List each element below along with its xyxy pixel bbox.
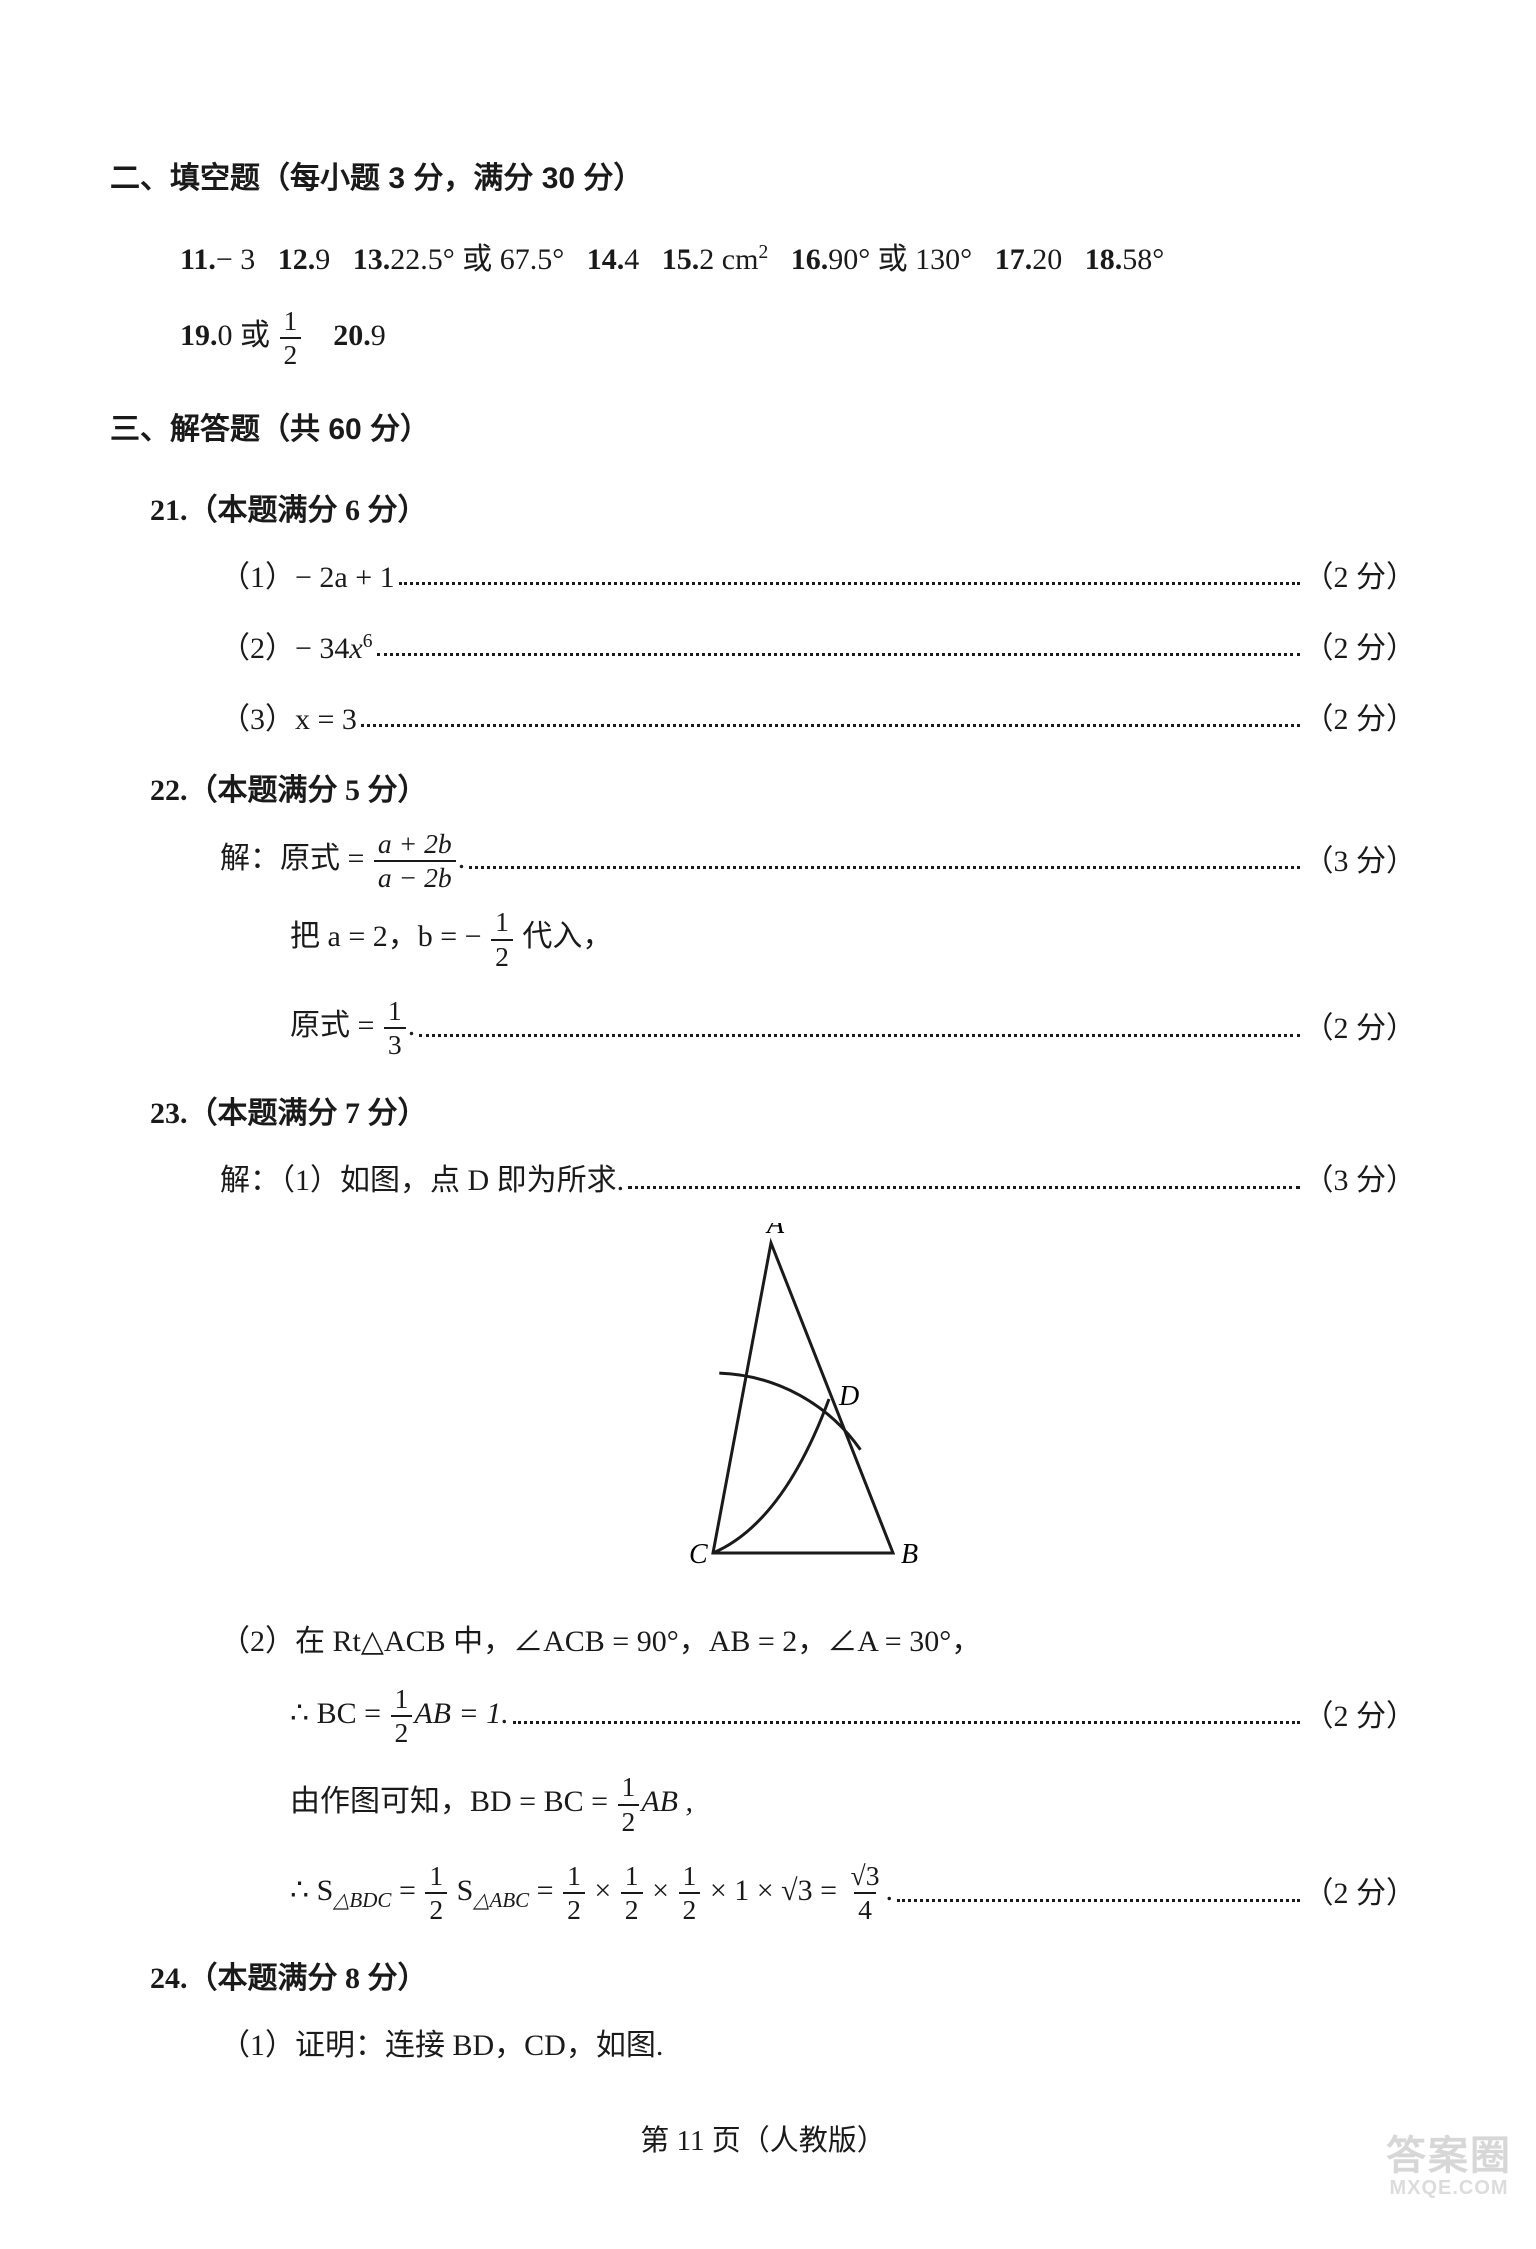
dotted-leader: [399, 569, 1300, 586]
svg-text:D: D: [838, 1381, 859, 1412]
fraction: 12: [679, 1861, 701, 1926]
problem-21: 21.（本题满分 6 分） （1）− 2a + 1 （2 分） （2）− 34x…: [110, 482, 1416, 748]
p23-line-3: ∴ BC = 1 2 AB = 1. （2 分）: [150, 1684, 1416, 1749]
problem-23: 23.（本题满分 7 分） 解：（1）如图，点 D 即为所求. （3 分） A B…: [110, 1085, 1416, 1926]
svg-text:B: B: [901, 1539, 918, 1570]
p22-line-1: 解：原式 = a + 2b a − 2b . （3 分）: [150, 829, 1416, 894]
fraction: 1 2: [491, 907, 513, 972]
problem-21-heading: 21.（本题满分 6 分）: [150, 482, 1416, 539]
dotted-leader: [628, 1172, 1299, 1189]
p23-line-5: ∴ S△BDC = 12 S△ABC = 12 × 12 × 12 × 1 × …: [150, 1861, 1416, 1926]
problem-23-heading: 23.（本题满分 7 分）: [150, 1085, 1416, 1142]
fraction: 12: [563, 1861, 585, 1926]
section-2-title: 二、填空题（每小题 3 分，满分 30 分）: [110, 150, 1416, 207]
dotted-leader: [469, 853, 1299, 870]
page-footer: 第 11 页（人教版）: [110, 2114, 1416, 2169]
section-3: 三、解答题（共 60 分） 21.（本题满分 6 分） （1）− 2a + 1 …: [110, 401, 1416, 2074]
problem-22: 22.（本题满分 5 分） 解：原式 = a + 2b a − 2b . （3 …: [110, 762, 1416, 1061]
svg-text:A: A: [765, 1223, 785, 1240]
p22-line-3: 原式 = 1 3 . （2 分）: [150, 996, 1416, 1061]
p24-line-1: （1）证明：连接 BD，CD，如图.: [150, 2017, 1416, 2074]
dotted-leader: [513, 1708, 1300, 1725]
p23-line-1: 解：（1）如图，点 D 即为所求. （3 分）: [150, 1152, 1416, 1209]
dotted-leader: [897, 1885, 1300, 1902]
answers-row-2: 19.0 或 12 20.9: [110, 306, 1416, 371]
p22-line-2: 把 a = 2，b = − 1 2 代入，: [150, 907, 1416, 972]
figure-triangle: A B C D: [150, 1223, 1416, 1583]
p21-line-1: （1）− 2a + 1 （2 分）: [150, 549, 1416, 606]
fraction: 1 2: [618, 1772, 640, 1837]
geometry-diagram: A B C D: [633, 1223, 933, 1583]
page-content: 二、填空题（每小题 3 分，满分 30 分） 11.− 3 12.9 13.22…: [0, 0, 1536, 2249]
fraction: 12: [621, 1861, 643, 1926]
dotted-leader: [419, 1020, 1299, 1037]
watermark: 答案圈 MXQE.COM: [1386, 2123, 1512, 2200]
fraction: 12: [280, 306, 302, 371]
fraction: 1 3: [384, 996, 406, 1061]
dotted-leader: [361, 711, 1300, 728]
problem-24-heading: 24.（本题满分 8 分）: [150, 1950, 1416, 2007]
section-3-title: 三、解答题（共 60 分）: [110, 401, 1416, 458]
svg-text:C: C: [689, 1539, 708, 1570]
p21-line-2: （2）− 34x6 （2 分）: [150, 620, 1416, 677]
fraction: a + 2b a − 2b: [374, 829, 456, 894]
fraction: 12: [425, 1861, 447, 1926]
answers-row-1: 11.− 3 12.9 13.22.5° 或 67.5° 14.4 15.2 c…: [110, 231, 1416, 288]
p23-line-4: 由作图可知，BD = BC = 1 2 AB ,: [150, 1772, 1416, 1837]
fraction: √34: [847, 1861, 884, 1926]
p21-line-3: （3）x = 3 （2 分）: [150, 691, 1416, 748]
problem-24: 24.（本题满分 8 分） （1）证明：连接 BD，CD，如图.: [110, 1950, 1416, 2074]
p23-line-2: （2）在 Rt△ACB 中，∠ACB = 90°，AB = 2，∠A = 30°…: [150, 1613, 1416, 1670]
problem-22-heading: 22.（本题满分 5 分）: [150, 762, 1416, 819]
section-2: 二、填空题（每小题 3 分，满分 30 分） 11.− 3 12.9 13.22…: [110, 150, 1416, 371]
fraction: 1 2: [391, 1684, 413, 1749]
dotted-leader: [377, 640, 1300, 657]
